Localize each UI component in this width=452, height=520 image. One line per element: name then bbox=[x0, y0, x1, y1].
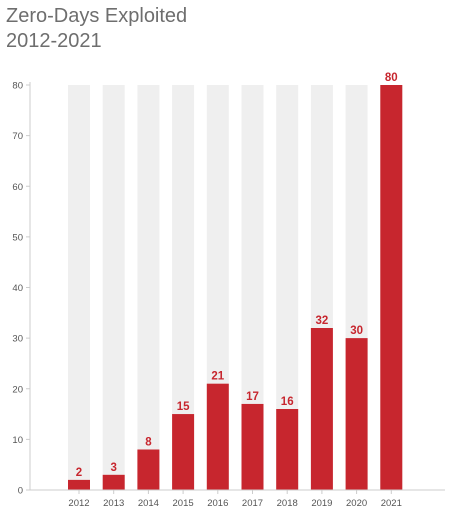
y-tick-label: 30 bbox=[12, 334, 23, 345]
x-tick-label-2014: 2014 bbox=[138, 498, 159, 509]
x-tick-label-2015: 2015 bbox=[173, 498, 194, 509]
y-axis: 0 10 20 30 40 50 60 70 80 bbox=[12, 81, 31, 497]
data-bars bbox=[68, 85, 403, 490]
chart-title: Zero-Days Exploited 2012-2021 bbox=[6, 4, 426, 54]
background-bar bbox=[68, 85, 90, 490]
data-labels: 2 3 8 15 21 17 16 32 30 80 bbox=[76, 72, 398, 479]
y-tick-label: 70 bbox=[12, 131, 23, 142]
bar-2014 bbox=[137, 449, 160, 490]
data-label-2014: 8 bbox=[145, 437, 152, 449]
bar-2018 bbox=[276, 409, 299, 490]
x-tick-label-2019: 2019 bbox=[311, 498, 332, 509]
background-bar bbox=[102, 85, 125, 490]
bar-2013 bbox=[102, 474, 125, 490]
bar-2016 bbox=[206, 383, 229, 490]
data-label-2013: 3 bbox=[110, 462, 116, 474]
chart-title-line-1: Zero-Days Exploited bbox=[6, 5, 188, 27]
x-tick-label-2020: 2020 bbox=[346, 498, 367, 509]
y-tick-label: 0 bbox=[18, 486, 23, 497]
y-tick-label: 50 bbox=[12, 232, 23, 243]
x-tick-label-2016: 2016 bbox=[207, 498, 228, 509]
data-label-2019: 32 bbox=[316, 315, 329, 327]
x-tick-label-2017: 2017 bbox=[242, 498, 263, 509]
y-tick-label: 40 bbox=[12, 283, 23, 294]
bar-2021 bbox=[380, 85, 403, 490]
data-label-2017: 17 bbox=[246, 391, 259, 403]
y-tick-label: 20 bbox=[12, 384, 23, 395]
data-label-2018: 16 bbox=[281, 396, 294, 408]
background-bar bbox=[276, 85, 299, 490]
background-bar bbox=[172, 85, 195, 490]
bar-2015 bbox=[172, 414, 195, 490]
data-label-2012: 2 bbox=[76, 467, 82, 479]
x-axis: 2012 2013 2014 2015 2016 2017 2018 2019 2020 2021 bbox=[30, 489, 445, 509]
x-tick-label-2013: 2013 bbox=[103, 498, 124, 509]
bar-2012 bbox=[68, 479, 90, 490]
y-tick-label: 60 bbox=[12, 182, 23, 193]
bar-2017 bbox=[241, 403, 264, 490]
background-bar bbox=[137, 85, 160, 490]
bar-2019 bbox=[310, 328, 333, 490]
background-bar bbox=[241, 85, 264, 490]
data-label-2021: 80 bbox=[385, 72, 398, 84]
data-label-2016: 21 bbox=[211, 371, 224, 383]
y-tick-label: 80 bbox=[12, 81, 23, 92]
bar-2020 bbox=[345, 338, 368, 490]
data-label-2020: 30 bbox=[350, 325, 363, 337]
x-tick-label-2021: 2021 bbox=[381, 498, 402, 509]
x-tick-label-2012: 2012 bbox=[68, 498, 89, 509]
chart-title-line-2: 2012-2021 bbox=[6, 30, 102, 52]
x-tick-label-2018: 2018 bbox=[277, 498, 298, 509]
y-tick-label: 10 bbox=[12, 435, 23, 446]
data-label-2015: 15 bbox=[177, 401, 190, 413]
